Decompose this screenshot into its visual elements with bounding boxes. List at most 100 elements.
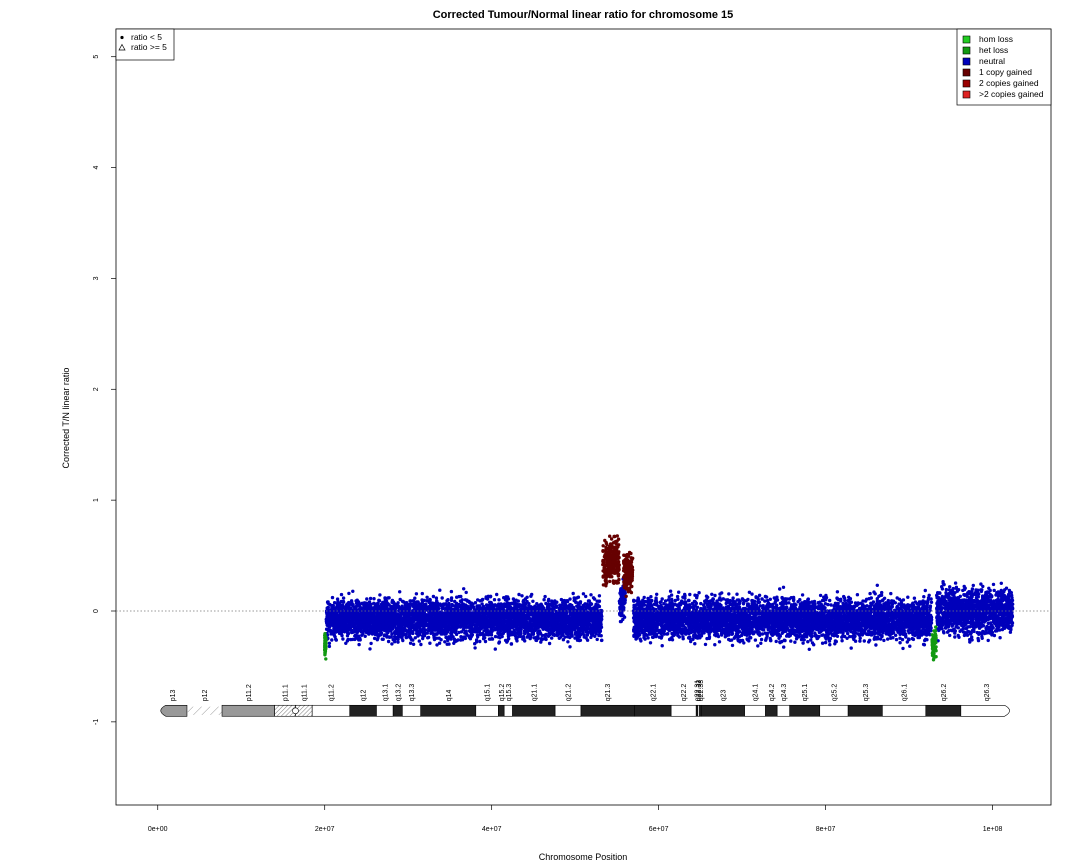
data-point bbox=[457, 604, 461, 609]
data-point bbox=[550, 636, 554, 640]
data-point bbox=[511, 620, 515, 624]
data-point bbox=[595, 604, 599, 608]
data-point bbox=[581, 603, 585, 608]
data-point bbox=[559, 626, 563, 631]
data-point bbox=[473, 642, 477, 646]
data-point bbox=[517, 592, 521, 597]
data-point bbox=[524, 629, 529, 633]
data-point bbox=[411, 642, 416, 646]
data-point bbox=[539, 614, 543, 618]
data-point bbox=[516, 632, 520, 636]
data-point bbox=[350, 630, 354, 635]
data-point bbox=[561, 614, 565, 618]
data-point bbox=[454, 632, 459, 637]
data-point bbox=[655, 592, 659, 596]
data-point bbox=[523, 639, 527, 643]
data-point bbox=[490, 604, 494, 609]
data-point bbox=[371, 616, 376, 620]
data-point bbox=[458, 625, 463, 629]
data-point bbox=[396, 629, 400, 633]
data-point bbox=[439, 638, 443, 642]
data-point bbox=[332, 627, 336, 631]
data-point bbox=[536, 630, 541, 634]
data-point bbox=[459, 630, 464, 634]
data-point bbox=[585, 602, 589, 606]
data-point bbox=[510, 626, 514, 630]
data-point bbox=[420, 591, 424, 596]
data-point bbox=[330, 595, 335, 600]
data-point bbox=[334, 606, 338, 610]
data-point bbox=[484, 619, 489, 624]
data-point bbox=[566, 614, 570, 619]
data-point bbox=[364, 625, 368, 630]
data-point bbox=[381, 618, 385, 623]
data-point bbox=[418, 615, 422, 620]
data-point bbox=[597, 594, 602, 598]
data-point bbox=[621, 602, 625, 606]
data-point bbox=[423, 628, 428, 632]
data-point bbox=[504, 595, 508, 599]
data-point bbox=[414, 616, 419, 620]
data-point bbox=[432, 634, 436, 638]
data-point bbox=[414, 592, 419, 596]
data-point bbox=[484, 626, 489, 631]
data-point bbox=[473, 630, 477, 634]
data-point bbox=[443, 640, 447, 644]
data-point bbox=[440, 606, 444, 610]
data-point bbox=[341, 637, 345, 641]
data-point bbox=[375, 603, 379, 607]
data-point bbox=[391, 600, 396, 604]
data-point bbox=[327, 641, 332, 645]
data-point bbox=[474, 609, 478, 614]
data-point bbox=[347, 591, 351, 596]
data-point bbox=[571, 622, 575, 626]
data-point bbox=[471, 622, 475, 626]
data-point bbox=[452, 629, 457, 633]
data-point bbox=[546, 622, 550, 626]
data-point bbox=[489, 600, 493, 605]
data-point bbox=[368, 647, 372, 651]
data-point bbox=[384, 625, 389, 629]
data-point bbox=[337, 614, 342, 618]
data-point bbox=[450, 603, 454, 608]
data-point bbox=[569, 612, 574, 616]
data-point bbox=[372, 597, 376, 601]
data-point bbox=[396, 625, 400, 629]
data-point bbox=[573, 619, 578, 623]
data-point bbox=[587, 599, 591, 603]
data-point bbox=[589, 593, 593, 597]
data-point bbox=[571, 591, 575, 596]
data-point bbox=[362, 603, 366, 607]
data-point bbox=[534, 618, 538, 622]
plot-frame bbox=[115, 28, 1052, 806]
data-point bbox=[376, 619, 380, 624]
data-point bbox=[561, 638, 566, 642]
data-point bbox=[448, 622, 452, 627]
data-point bbox=[453, 622, 457, 626]
data-point bbox=[469, 634, 473, 639]
data-point bbox=[377, 625, 381, 629]
data-point bbox=[510, 601, 514, 605]
data-point bbox=[818, 593, 823, 598]
data-point bbox=[401, 599, 405, 604]
data-point bbox=[369, 641, 373, 646]
data-point bbox=[697, 591, 701, 595]
data-point bbox=[404, 614, 408, 618]
data-point bbox=[390, 612, 394, 616]
data-point bbox=[408, 605, 412, 610]
data-point bbox=[523, 602, 527, 607]
data-point bbox=[449, 614, 453, 618]
data-point bbox=[493, 647, 497, 651]
data-point bbox=[493, 634, 498, 639]
data-point bbox=[582, 635, 586, 639]
data-point bbox=[400, 636, 404, 640]
data-point bbox=[849, 646, 853, 650]
data-point bbox=[376, 636, 380, 640]
data-point bbox=[485, 597, 490, 601]
data-point bbox=[551, 600, 555, 605]
data-point bbox=[428, 598, 432, 602]
data-point bbox=[488, 594, 493, 598]
data-point bbox=[403, 603, 407, 607]
data-point bbox=[501, 604, 505, 608]
data-point bbox=[558, 615, 562, 619]
